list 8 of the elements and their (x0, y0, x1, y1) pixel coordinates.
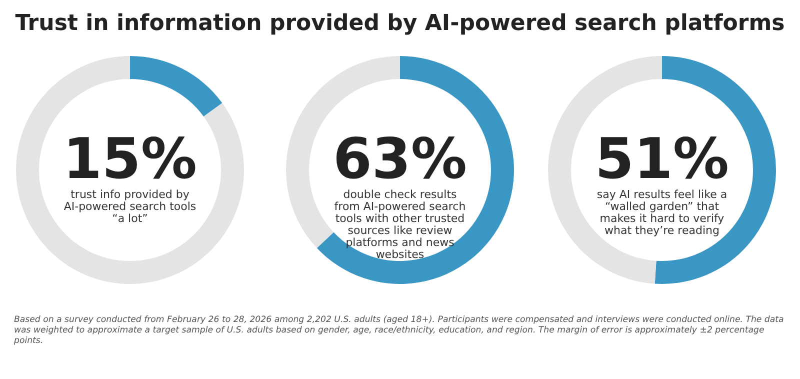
text: Trust in information provided by AI-powered search platforms (15, 11, 785, 36)
donut-slice (316, 56, 514, 284)
text: say AI results feel like a “walled garden” that makes it hard to verify what they’re reading (596, 188, 728, 237)
donut-slice (16, 56, 244, 284)
text: Based on a survey conducted from February 26 to 28, 2026 among 2,202 U.S. adults (aged 18+). Participants were compensated and interviews were conducted online. The data was weighted to approximate a target sample of U.S. adults based on gender, age, race/ethnicity, education, and region. The margin of error is approximately ±2 percentage points. (13, 315, 784, 346)
donut-slice (130, 56, 222, 117)
text: trust info provided by AI-powered search tools “a lot” (64, 188, 196, 225)
text: double check results from AI-powered search tools with other trusted sources like review platforms and news websites (334, 188, 466, 261)
